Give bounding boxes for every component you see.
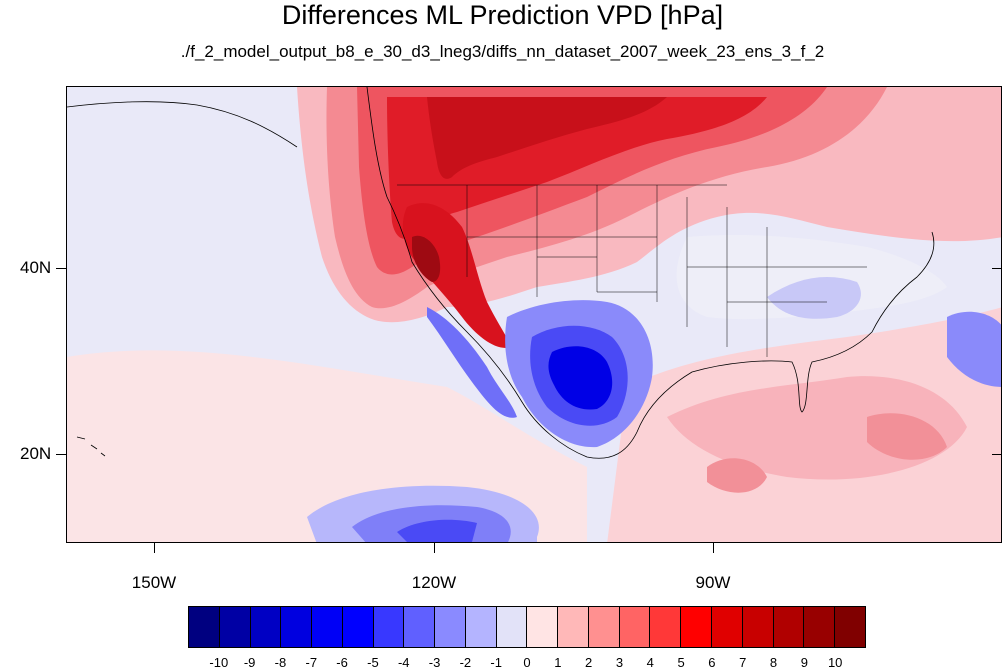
lon-label-120w: 120W: [411, 573, 457, 592]
colorbar-label: 9: [800, 655, 808, 670]
colorbar-cell: [373, 607, 405, 647]
lat-tick-40n-right: [992, 268, 1002, 269]
colorbar-cell: [435, 607, 466, 647]
colorbar-cell: [250, 607, 282, 647]
lon-label-90w: 90W: [695, 573, 731, 592]
colorbar-cell: [619, 607, 651, 647]
colorbar-label: -2: [459, 655, 472, 670]
colorbar-cell: [527, 607, 559, 647]
colorbar-label: 4: [646, 655, 654, 670]
lat-tick-40n-left: [56, 268, 66, 269]
colorbar-cell: [281, 607, 313, 647]
colorbar-label: 8: [769, 655, 778, 670]
colorbar-cell: [773, 607, 805, 647]
colorbar-label: 1: [554, 655, 562, 670]
colorbar-cell: [219, 607, 251, 647]
colorbar-label: -3: [428, 655, 441, 670]
difference-map: [66, 86, 1002, 543]
lon-tick-90w: [713, 543, 714, 553]
colorbar-cell: [558, 607, 589, 647]
colorbar-label: -1: [490, 655, 502, 670]
lat-tick-20n-left: [56, 454, 66, 455]
chart-subtitle: ./f_2_model_output_b8_e_30_d3_lneg3/diff…: [180, 42, 825, 61]
colorbar-cell: [650, 607, 682, 647]
colorbar-label: 7: [739, 655, 747, 670]
colorbar-cell: [342, 607, 374, 647]
colorbar-cell: [588, 607, 620, 647]
lon-label-150w: 150W: [131, 573, 177, 592]
lat-label-20n: 20N: [20, 444, 52, 463]
lon-tick-150w: [154, 543, 155, 553]
colorbar-label: 3: [615, 655, 624, 670]
colorbar: [188, 606, 866, 648]
colorbar-label: -9: [243, 655, 256, 670]
colorbar-label: -6: [336, 655, 348, 670]
colorbar-label: -4: [397, 655, 410, 670]
colorbar-label: 6: [708, 655, 716, 670]
colorbar-cell: [835, 607, 865, 647]
map-field-svg: [67, 87, 1001, 542]
colorbar-label: 2: [585, 655, 593, 670]
colorbar-label: 5: [677, 655, 685, 670]
colorbar-cell: [742, 607, 774, 647]
colorbar-cell: [681, 607, 713, 647]
colorbar-cell: [189, 607, 220, 647]
lat-tick-20n-right: [992, 454, 1002, 455]
colorbar-label: 0: [523, 655, 531, 670]
colorbar-label: -5: [367, 655, 379, 670]
lat-label-40n: 40N: [20, 258, 52, 277]
lon-tick-120w: [434, 543, 435, 553]
colorbar-cell: [712, 607, 743, 647]
colorbar-label: 10: [827, 655, 843, 670]
colorbar-label: -10: [209, 655, 229, 670]
colorbar-cell: [804, 607, 836, 647]
colorbar-cell: [496, 607, 528, 647]
colorbar-cell: [312, 607, 343, 647]
chart-title: Differences ML Prediction VPD [hPa]: [281, 0, 724, 30]
colorbar-label: -7: [305, 655, 318, 670]
colorbar-label: -8: [274, 655, 287, 670]
colorbar-cell: [465, 607, 497, 647]
colorbar-cell: [404, 607, 436, 647]
